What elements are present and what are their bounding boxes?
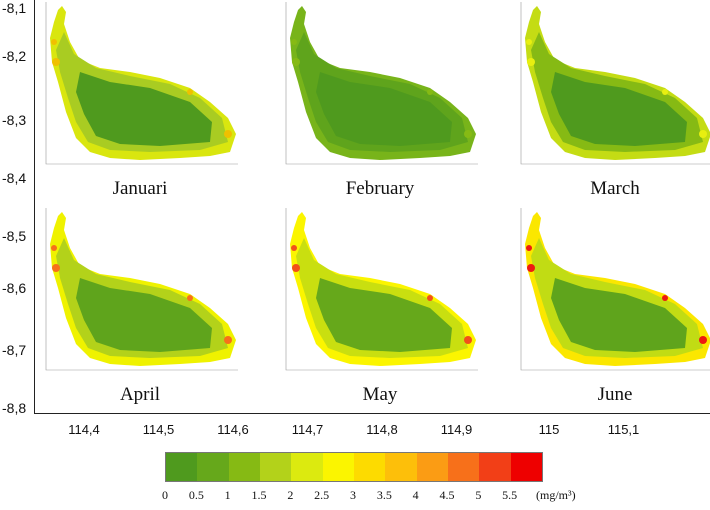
panel-june: June: [515, 208, 710, 405]
colorbar-label: 5: [475, 488, 482, 502]
high-concentration-spot: [292, 264, 300, 272]
high-concentration-spot: [526, 39, 532, 45]
colorbar-label: 4: [412, 488, 419, 502]
panel-title: February: [345, 178, 415, 199]
panel-may: May: [280, 208, 480, 405]
panel-title: March: [590, 178, 640, 199]
high-concentration-spot: [662, 295, 668, 301]
colorbar-label: 5.5: [502, 488, 518, 502]
y-tick-label: -8,7: [2, 342, 27, 358]
high-concentration-spot: [292, 58, 300, 66]
y-axis-line: [34, 0, 35, 414]
x-tick-label: 114,4: [68, 422, 100, 437]
x-axis-line: [34, 413, 710, 414]
high-concentration-spot: [291, 245, 297, 251]
panel-march: March: [515, 2, 710, 199]
panel-title: May: [362, 384, 398, 405]
x-tick-label: 114,5: [142, 422, 175, 437]
high-concentration-spot: [224, 130, 232, 138]
x-tick-label: 114,8: [366, 422, 398, 437]
high-concentration-spot: [464, 336, 472, 344]
island-core-zone: [551, 278, 687, 352]
y-tick-label: -8,1: [2, 0, 27, 16]
y-tick-label: -8,6: [2, 280, 27, 296]
island-map: [45, 208, 238, 371]
colorbar-swatch: [510, 453, 542, 481]
colorbar-swatch: [291, 453, 323, 481]
colorbar-label: 1: [224, 488, 231, 502]
island-core-zone: [316, 278, 452, 352]
high-concentration-spot: [427, 89, 433, 95]
x-tick-label: 114,7: [291, 422, 324, 437]
colorbar-label: 3: [350, 488, 356, 502]
colorbar-label: 0.5: [188, 488, 204, 502]
island-map: [520, 208, 710, 371]
colorbar-label: 1.5: [251, 488, 267, 502]
high-concentration-spot: [526, 245, 532, 251]
high-concentration-spot: [52, 264, 60, 272]
colorbar-unit: (mg/m³): [536, 488, 576, 502]
island-core-zone: [316, 72, 452, 146]
panel-february: February: [280, 2, 480, 199]
panel-title: June: [597, 384, 633, 405]
y-tick-label: -8,2: [2, 48, 27, 64]
x-tick-label: 114,6: [217, 422, 249, 437]
y-tick-label: -8,5: [2, 228, 27, 244]
panel-frame: [285, 2, 478, 165]
colorbar-label: 3.5: [376, 488, 392, 502]
y-tick-label: -8,3: [2, 112, 27, 128]
panel-frame: [285, 208, 478, 371]
colorbar-swatch: [353, 453, 386, 481]
panel-frame: [520, 208, 710, 371]
colorbar-label: 2.5: [314, 488, 330, 502]
colorbar-swatch: [166, 453, 198, 481]
panel-frame: [45, 208, 238, 371]
island-map: [285, 2, 478, 165]
panel-january: Januari: [40, 2, 240, 199]
panel-april: April: [40, 208, 240, 405]
island-core-zone: [551, 72, 687, 146]
colorbar-swatch: [479, 453, 511, 481]
colorbar-swatch: [416, 453, 448, 481]
x-tick-label: 115: [538, 422, 560, 437]
y-tick-label: -8,4: [2, 170, 27, 186]
high-concentration-spot: [699, 336, 707, 344]
high-concentration-spot: [427, 295, 433, 301]
x-tick-label: 114,9: [440, 422, 473, 437]
colorbar-swatch: [322, 453, 354, 481]
panel-frame: [45, 2, 238, 165]
colorbar-label: 4.5: [439, 488, 455, 502]
high-concentration-spot: [527, 264, 535, 272]
high-concentration-spot: [291, 39, 297, 45]
island-core-zone: [76, 72, 212, 146]
high-concentration-spot: [187, 89, 193, 95]
high-concentration-spot: [52, 58, 60, 66]
island-core-zone: [76, 278, 212, 352]
high-concentration-spot: [699, 130, 707, 138]
colorbar-label: 2: [287, 488, 294, 502]
island-map: [520, 2, 710, 165]
high-concentration-spot: [187, 295, 193, 301]
high-concentration-spot: [224, 336, 232, 344]
high-concentration-spot: [51, 245, 57, 251]
island-map: [45, 2, 238, 165]
colorbar: [165, 452, 543, 482]
high-concentration-spot: [51, 39, 57, 45]
high-concentration-spot: [464, 130, 472, 138]
colorbar-swatch: [447, 453, 480, 481]
panel-frame: [520, 2, 710, 165]
colorbar-swatch: [228, 453, 260, 481]
colorbar-swatch: [197, 453, 229, 481]
high-concentration-spot: [662, 89, 668, 95]
high-concentration-spot: [527, 58, 535, 66]
x-tick-label: 115,1: [607, 422, 640, 437]
colorbar-label: 0: [162, 488, 168, 502]
island-map: [285, 208, 478, 371]
colorbar-swatch: [385, 453, 417, 481]
colorbar-swatch: [259, 453, 292, 481]
panel-title: Januari: [112, 178, 168, 199]
panel-title: April: [119, 384, 161, 405]
y-tick-label: -8,8: [2, 400, 27, 416]
